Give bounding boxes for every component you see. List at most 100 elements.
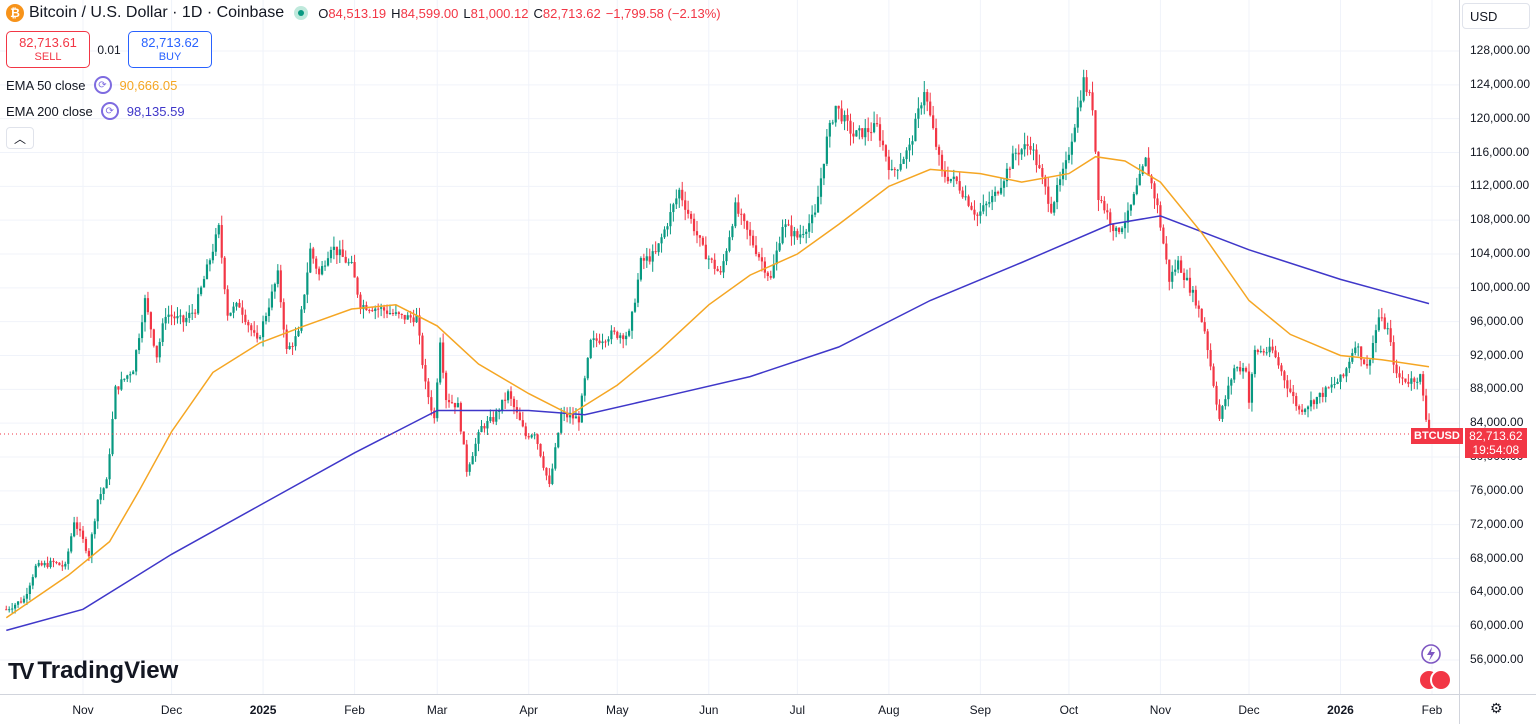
candle-body bbox=[1227, 385, 1230, 400]
candle-body bbox=[846, 114, 849, 121]
candle-body bbox=[1277, 357, 1280, 366]
candle-body bbox=[1094, 110, 1097, 152]
change-value: −1,799.58 (−2.13%) bbox=[605, 5, 721, 21]
candle-body bbox=[1392, 342, 1395, 365]
candle-body bbox=[185, 317, 188, 323]
candle-body bbox=[746, 221, 749, 230]
candle-body bbox=[120, 379, 123, 390]
candle-body bbox=[743, 214, 746, 222]
candle-body bbox=[630, 311, 634, 331]
candle-body bbox=[923, 92, 926, 106]
candle-body bbox=[648, 256, 651, 262]
candle-body bbox=[1008, 168, 1011, 170]
candle-body bbox=[114, 386, 117, 419]
candle-body bbox=[684, 200, 687, 210]
candle-body bbox=[766, 272, 769, 277]
candle-body bbox=[1056, 185, 1059, 203]
indicator-ema-50[interactable]: EMA 50 close ⟳ 90,666.05 bbox=[6, 76, 177, 94]
candle-body bbox=[1419, 374, 1422, 382]
candle-body bbox=[834, 105, 837, 123]
candle-body bbox=[377, 308, 380, 310]
candle-body bbox=[247, 322, 250, 326]
indicator-settings-icon[interactable]: ⟳ bbox=[100, 102, 119, 120]
candle-body bbox=[1191, 289, 1194, 293]
candle-body bbox=[542, 456, 545, 468]
indicator-settings-icon[interactable]: ⟳ bbox=[93, 76, 112, 94]
candle-body bbox=[332, 246, 336, 250]
candle-body bbox=[654, 251, 657, 253]
candle-body bbox=[722, 261, 725, 273]
candle-body bbox=[1312, 400, 1316, 405]
candle-body bbox=[447, 400, 451, 403]
candle-body bbox=[1171, 271, 1174, 282]
candle-body bbox=[1283, 371, 1286, 381]
currency-select[interactable]: USD bbox=[1462, 3, 1530, 29]
candle-body bbox=[642, 258, 645, 261]
candle-body bbox=[639, 258, 643, 280]
candle-body bbox=[188, 312, 191, 318]
x-tick-label: Mar bbox=[426, 703, 448, 717]
candle-body bbox=[1357, 346, 1360, 348]
candle-body bbox=[843, 114, 846, 122]
candle-body bbox=[167, 314, 170, 317]
candle-body bbox=[867, 128, 870, 133]
us-flag-icon[interactable] bbox=[1418, 669, 1456, 693]
candle-body bbox=[592, 338, 595, 340]
candle-body bbox=[952, 176, 955, 179]
candle-body bbox=[1386, 328, 1389, 330]
candle-body bbox=[439, 342, 442, 383]
ohlc-values: O84,513.19 H84,599.00 L81,000.12 C82,713… bbox=[318, 6, 720, 21]
candle-body bbox=[14, 604, 17, 609]
candle-body bbox=[784, 224, 787, 228]
ema-50-series bbox=[5, 155, 1430, 619]
buy-button[interactable]: 82,713.62 BUY bbox=[128, 31, 212, 68]
candle-body bbox=[1327, 387, 1330, 389]
candle-body bbox=[453, 402, 457, 408]
symbol-title[interactable]: Bitcoin / U.S. Dollar · 1D · Coinbase bbox=[29, 4, 285, 21]
candle-body bbox=[55, 562, 58, 564]
candle-body bbox=[486, 420, 489, 429]
candle-body bbox=[67, 551, 70, 564]
low-value: 81,000.12 bbox=[470, 5, 529, 21]
candle-body bbox=[1424, 395, 1428, 420]
candle-body bbox=[533, 434, 536, 436]
close-value: 82,713.62 bbox=[542, 5, 601, 21]
watermark-text: TradingView bbox=[37, 657, 179, 684]
candle-body bbox=[176, 316, 179, 319]
candle-body bbox=[751, 235, 755, 246]
candle-body bbox=[5, 609, 8, 611]
candle-body bbox=[318, 268, 321, 275]
gear-icon[interactable]: ⚙ bbox=[1490, 700, 1503, 716]
candle-body bbox=[557, 432, 560, 448]
candle-body bbox=[264, 316, 268, 322]
y-tick-label: 120,000.00 bbox=[1470, 110, 1531, 125]
candle-body bbox=[323, 265, 327, 267]
candle-body bbox=[772, 264, 775, 278]
y-tick-label: 128,000.00 bbox=[1470, 43, 1531, 57]
candle-body bbox=[397, 312, 400, 314]
candle-body bbox=[1185, 277, 1189, 280]
lightning-icon[interactable] bbox=[1418, 643, 1442, 665]
candle-body bbox=[934, 128, 938, 147]
candle-body bbox=[896, 169, 899, 171]
candle-body bbox=[468, 464, 471, 472]
sell-button[interactable]: 82,713.61 SELL bbox=[6, 31, 90, 68]
collapse-legend-button[interactable]: ︿ bbox=[6, 127, 34, 149]
indicator-ema-200[interactable]: EMA 200 close ⟳ 98,135.59 bbox=[6, 102, 185, 120]
candle-body bbox=[19, 601, 23, 603]
candle-body bbox=[627, 330, 631, 336]
y-tick-label: 116,000.00 bbox=[1470, 144, 1530, 159]
candle-body bbox=[710, 258, 713, 260]
candle-body bbox=[1253, 349, 1256, 375]
candle-body bbox=[1398, 373, 1401, 378]
candle-body bbox=[1162, 227, 1165, 244]
candle-body bbox=[22, 598, 26, 603]
candle-body bbox=[1218, 404, 1221, 419]
candle-body bbox=[25, 593, 29, 599]
candle-body bbox=[902, 159, 905, 164]
candle-body bbox=[698, 235, 702, 238]
x-tick-label: Dec bbox=[1238, 703, 1260, 717]
candle-body bbox=[1088, 92, 1091, 94]
